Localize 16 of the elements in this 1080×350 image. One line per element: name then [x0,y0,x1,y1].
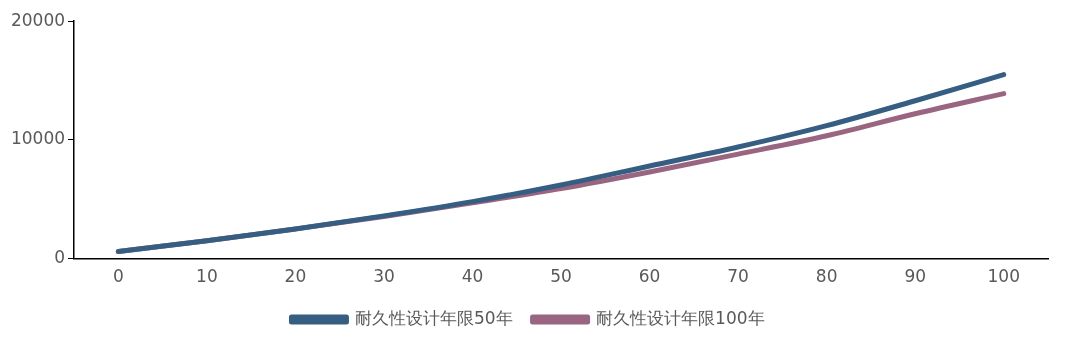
x-tick-label: 100 [987,266,1020,287]
x-tick-label: 20 [284,266,307,287]
x-tick-label: 0 [112,266,124,287]
legend-label: 耐久性设计年限100年 [596,307,765,328]
x-tick-label: 10 [196,266,218,287]
x-tick-label: 50 [550,266,572,287]
x-tick-label: 80 [815,266,838,287]
legend-label: 耐久性设计年限50年 [354,307,513,328]
y-tick-label: 10000 [10,128,66,149]
x-tick-label: 40 [461,266,484,287]
x-tick-label: 90 [904,266,927,287]
y-tick-label: 0 [54,247,66,268]
y-tick-label: 20000 [10,9,66,30]
x-tick-label: 60 [638,266,661,287]
x-tick-label: 70 [727,266,749,287]
x-tick-label: 30 [373,266,395,287]
